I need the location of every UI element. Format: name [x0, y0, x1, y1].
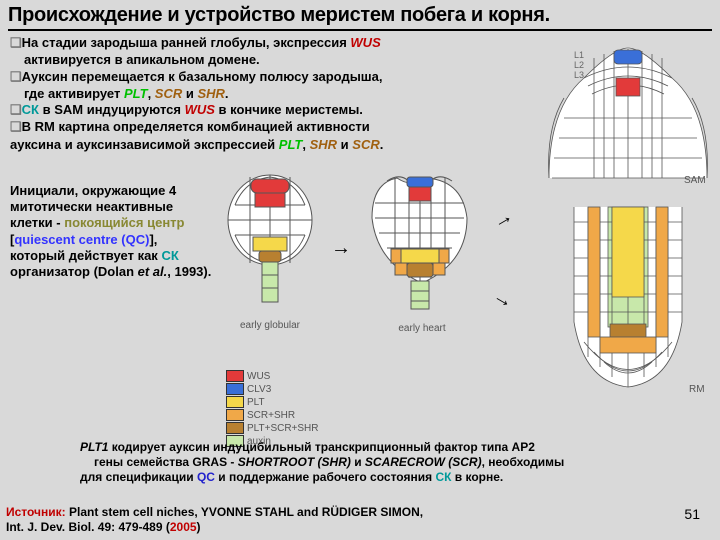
- legend-row: PLT: [226, 396, 319, 408]
- legend-label: WUS: [247, 371, 270, 382]
- legend-row: PLT+SCR+SHR: [226, 422, 319, 434]
- legend-swatch: [226, 422, 244, 434]
- caption-globular: early globular: [215, 320, 325, 331]
- sam-svg: L1 L2 L3 SAM: [544, 28, 712, 188]
- legend-swatch: [226, 370, 244, 382]
- legend-swatch: [226, 383, 244, 395]
- legend-row: CLV3: [226, 383, 319, 395]
- initials-text: Инициали, окружающие 4 митотически неакт…: [10, 163, 215, 281]
- right-diagrams: L1 L2 L3 SAM: [544, 28, 714, 397]
- legend-label: CLV3: [247, 384, 271, 395]
- legend-row: SCR+SHR: [226, 409, 319, 421]
- bottom-notes: PLT1 кодирует ауксин индуцибильный транс…: [80, 440, 640, 485]
- caption-heart: early heart: [357, 323, 487, 334]
- svg-text:L1: L1: [574, 50, 584, 60]
- early-globular-svg: [215, 165, 325, 315]
- bullet-block: ❑На стадии зародыша ранней глобулы, эксп…: [0, 35, 460, 153]
- legend-row: WUS: [226, 370, 319, 382]
- rm-svg: RM: [544, 202, 712, 397]
- legend-swatch: [226, 396, 244, 408]
- page-number: 51: [684, 506, 700, 522]
- early-heart-svg: [357, 163, 487, 318]
- source-citation: Источник: Plant stem cell niches, YVONNE…: [6, 505, 506, 534]
- svg-text:SAM: SAM: [684, 175, 706, 186]
- svg-text:RM: RM: [689, 384, 705, 395]
- legend-label: SCR+SHR: [247, 410, 295, 421]
- svg-text:L3: L3: [574, 70, 584, 80]
- legend-label: PLT+SCR+SHR: [247, 423, 319, 434]
- legend: WUSCLV3PLTSCR+SHRPLT+SCR+SHRauxin: [226, 370, 319, 447]
- svg-text:L2: L2: [574, 60, 584, 70]
- legend-label: PLT: [247, 397, 265, 408]
- embryo-diagrams: early globular →: [215, 163, 493, 334]
- legend-swatch: [226, 409, 244, 421]
- arrow-icon: →: [331, 237, 351, 260]
- page-title: Происхождение и устройство меристем побе…: [0, 0, 720, 29]
